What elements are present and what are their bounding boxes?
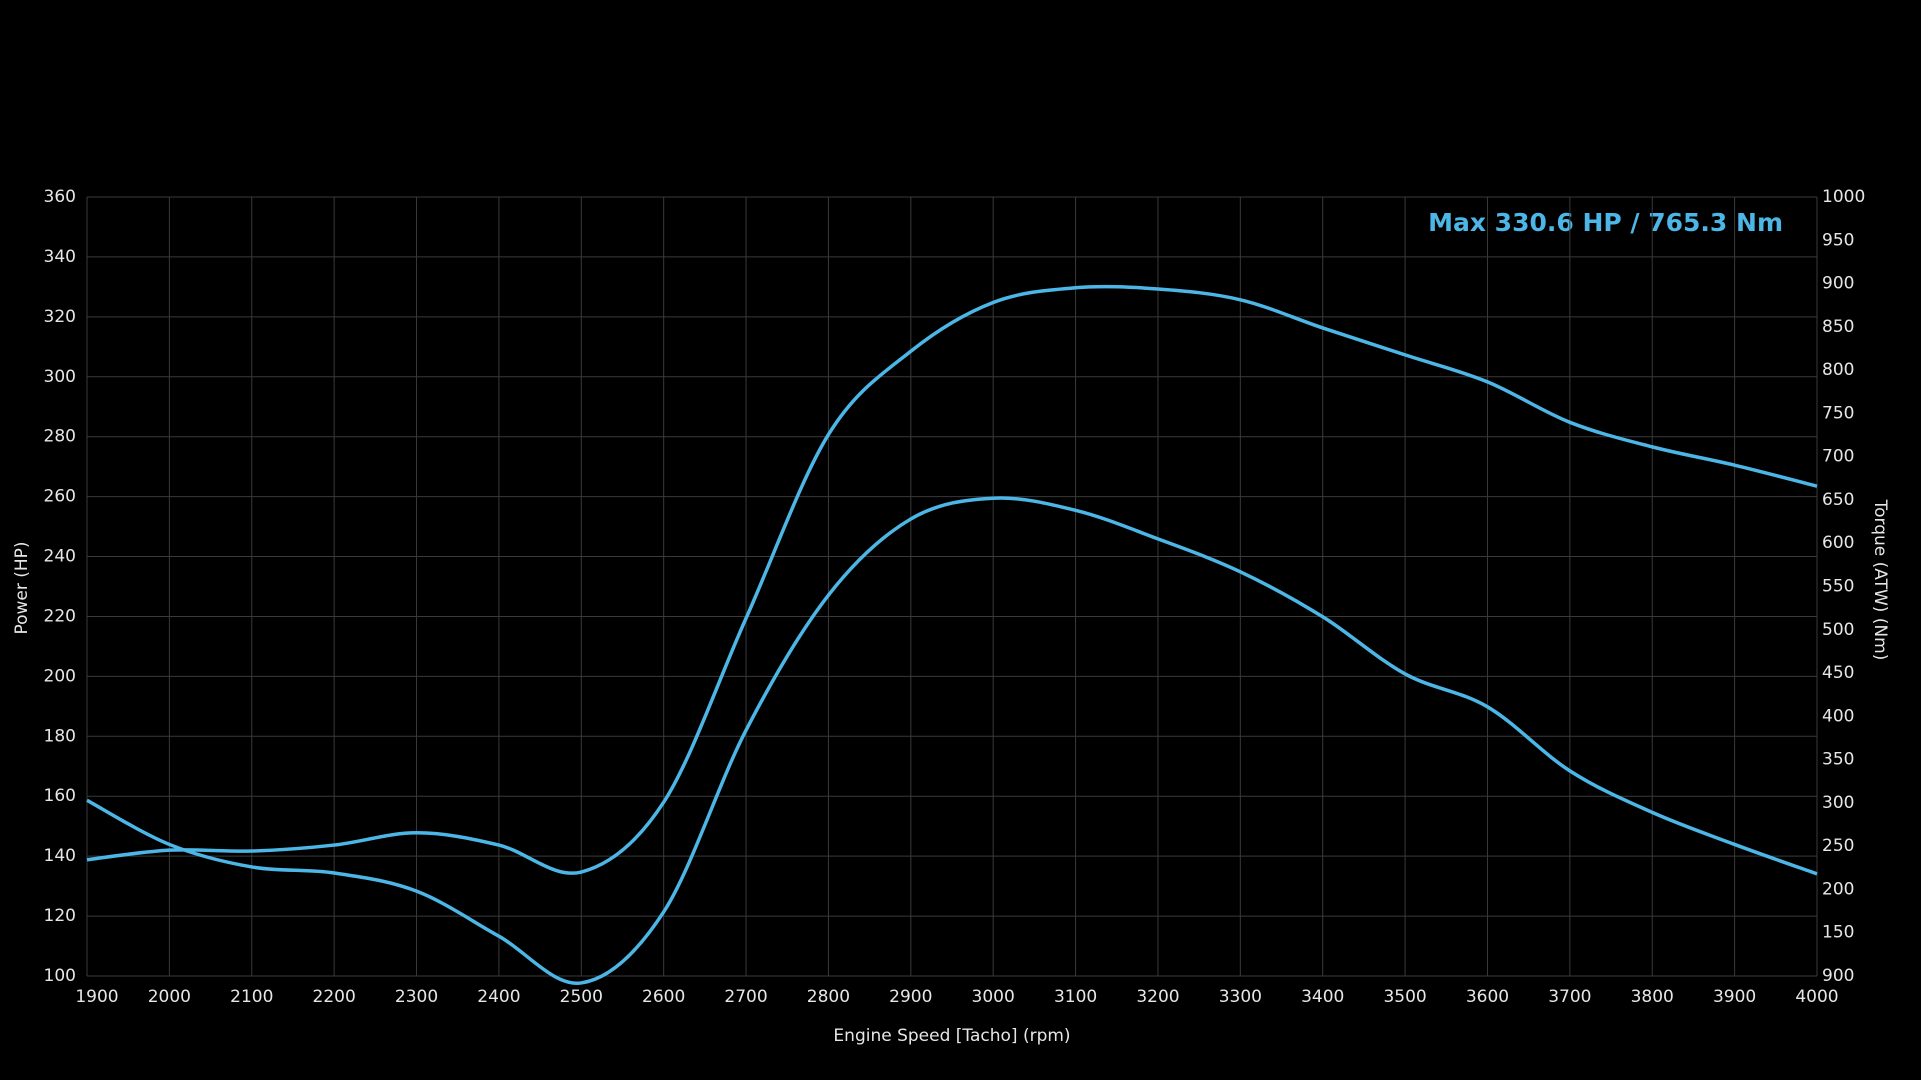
x-tick-label: 2700	[724, 987, 767, 1007]
y-tick-label: 240	[44, 547, 76, 567]
y2-tick-label: 400	[1822, 706, 1854, 726]
y2-tick-label: 350	[1822, 750, 1854, 770]
y2-tick-label: 500	[1822, 620, 1854, 640]
y2-tick-label: 950	[1822, 230, 1854, 250]
y2-tick-label: 550	[1822, 577, 1854, 597]
y2-tick-label: 650	[1822, 490, 1854, 510]
y2-tick-label: 1000	[1822, 187, 1865, 207]
chart-title: Max 330.6 HP / 765.3 Nm	[1428, 208, 1783, 237]
y-tick-label: 180	[44, 726, 76, 746]
x-tick-label: 3100	[1054, 987, 1097, 1007]
y2-tick-label: 900	[1822, 966, 1854, 986]
y-tick-label: 340	[44, 247, 76, 267]
data-line	[86, 496, 1818, 985]
y2-tick-label: 800	[1822, 360, 1854, 380]
x-tick-label: 3300	[1219, 987, 1262, 1007]
x-tick-label: 2600	[642, 987, 685, 1007]
y2-tick-label: 900	[1822, 274, 1854, 294]
x-tick-label: 1900	[75, 987, 118, 1007]
y-tick-label: 140	[44, 846, 76, 866]
y-tick-label: 200	[44, 666, 76, 686]
y2-tick-label: 600	[1822, 533, 1854, 553]
y2-tick-label: 200	[1822, 879, 1854, 899]
y-tick-label: 100	[44, 966, 76, 986]
x-tick-label: 2100	[230, 987, 273, 1007]
y-tick-label: 120	[44, 906, 76, 926]
y2-tick-label: 450	[1822, 663, 1854, 683]
x-tick-label: 4000	[1795, 987, 1838, 1007]
x-tick-label: 2200	[313, 987, 356, 1007]
x-tick-label: 2900	[889, 987, 932, 1007]
x-tick-label: 3400	[1301, 987, 1344, 1007]
x-tick-label: 2400	[477, 987, 520, 1007]
y-tick-label: 220	[44, 606, 76, 626]
y-tick-label: 360	[44, 187, 76, 207]
x-tick-label: 2300	[395, 987, 438, 1007]
y2-axis-label: Torque (ATW) (Nm)	[1870, 499, 1890, 661]
y2-tick-label: 850	[1822, 317, 1854, 337]
x-tick-label: 2500	[560, 987, 603, 1007]
x-axis-label: Engine Speed [Tacho] (rpm)	[833, 1026, 1070, 1046]
x-tick-label: 2800	[807, 987, 850, 1007]
data-line	[86, 284, 1818, 875]
x-tick-label: 3900	[1713, 987, 1756, 1007]
x-tick-label: 2000	[148, 987, 191, 1007]
y2-tick-label: 750	[1822, 403, 1854, 423]
x-tick-label: 3000	[972, 987, 1015, 1007]
y2-tick-label: 150	[1822, 923, 1854, 943]
y-tick-label: 280	[44, 427, 76, 447]
y-tick-label: 300	[44, 367, 76, 387]
x-tick-label: 3500	[1383, 987, 1426, 1007]
y-tick-label: 320	[44, 307, 76, 327]
y-axis-label: Power (HP)	[12, 541, 32, 634]
x-tick-label: 3700	[1548, 987, 1591, 1007]
y2-tick-label: 300	[1822, 793, 1854, 813]
y2-tick-label: 250	[1822, 836, 1854, 856]
y2-tick-label: 700	[1822, 447, 1854, 467]
x-tick-label: 3200	[1136, 987, 1179, 1007]
y-tick-label: 160	[44, 786, 76, 806]
x-tick-label: 3800	[1631, 987, 1674, 1007]
x-tick-label: 3600	[1466, 987, 1509, 1007]
y-tick-label: 260	[44, 487, 76, 507]
